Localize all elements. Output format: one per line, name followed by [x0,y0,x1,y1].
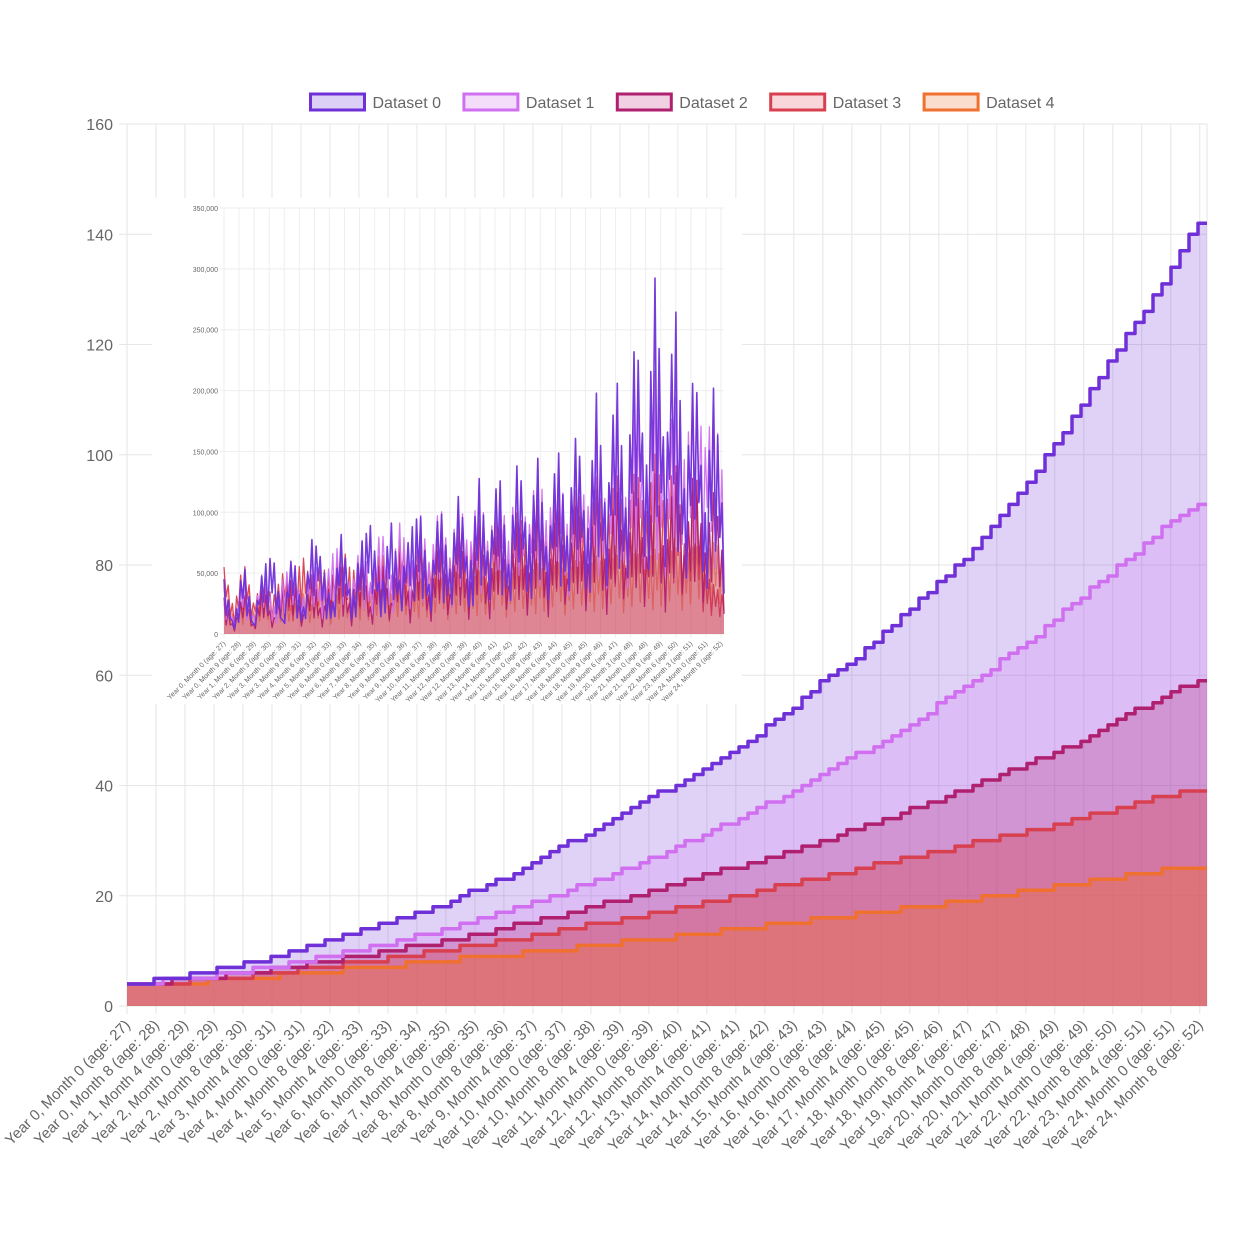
series-area-dataset-3 [127,791,1207,1006]
y-tick-label: 100 [86,448,113,465]
y-tick-label: 40 [95,779,113,796]
series-area-dataset-0 [127,223,1207,1006]
series-line-dataset-3 [127,789,1207,986]
series-area-dataset-1 [127,504,1207,1006]
inset-y-tick-label: 150,000 [193,449,218,456]
inset-area-dataset-2 [224,472,724,634]
legend-item-dataset-1: Dataset 1 [462,92,595,112]
legend-item-dataset-4: Dataset 4 [922,92,1055,112]
y-tick-label: 0 [104,999,113,1016]
y-tick-label: 120 [86,338,113,355]
inset-y-tick-label: 100,000 [193,510,218,517]
y-tick-label: 20 [95,889,113,906]
legend-swatch-dataset-2 [615,92,673,112]
legend-label-dataset-3: Dataset 3 [833,95,902,112]
legend-label-dataset-4: Dataset 4 [986,95,1055,112]
series-line-dataset-4 [127,866,1207,986]
y-tick-label: 140 [86,227,113,244]
series-line-dataset-1 [127,502,1207,986]
legend-item-dataset-3: Dataset 3 [769,92,902,112]
legend: Dataset 0 Dataset 1 Dataset 2 Dataset 3 Data… [309,92,1055,112]
inset-line-dataset-0 [223,277,725,630]
legend-item-dataset-0: Dataset 0 [309,92,442,112]
inset-y-tick-label: 50,000 [197,571,219,578]
inset-y-tick-label: 200,000 [193,389,218,396]
y-tick-label: 160 [86,117,113,134]
legend-swatch-dataset-3 [769,92,827,112]
legend-swatch-dataset-4 [922,92,980,112]
series-area-dataset-4 [127,868,1207,1006]
legend-item-dataset-2: Dataset 2 [615,92,748,112]
legend-swatch-dataset-0 [309,92,366,112]
legend-label-dataset-1: Dataset 1 [526,95,595,112]
inset-y-tick-label: 250,000 [193,328,218,335]
inset-y-tick-label: 350,000 [193,206,218,213]
legend-label-dataset-0: Dataset 0 [373,95,442,112]
inset-y-tick-label: 0 [214,632,218,639]
inset-y-tick-label: 300,000 [193,267,218,274]
legend-label-dataset-2: Dataset 2 [679,95,748,112]
series-line-dataset-0 [127,221,1207,986]
inset-chart: 0 50,000 100,000 150,000 200,000 250,000 300,0… [152,198,742,704]
y-tick-label: 80 [95,558,113,575]
series-area-dataset-2 [127,680,1207,1006]
y-tick-label: 60 [95,668,113,685]
inset-area-dataset-4 [224,542,724,634]
legend-swatch-dataset-1 [462,92,520,112]
main-series [127,221,1207,1006]
